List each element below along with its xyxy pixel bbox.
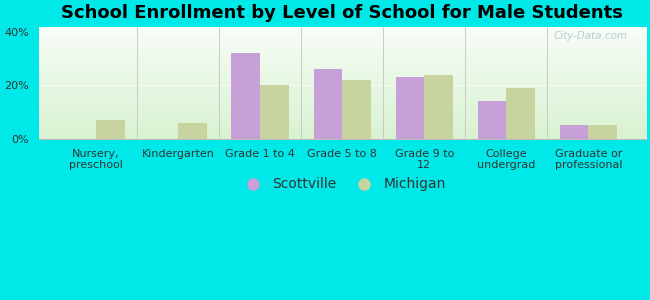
Bar bbox=[424, 75, 453, 139]
Bar bbox=[588, 125, 617, 139]
Bar bbox=[96, 120, 125, 139]
Bar bbox=[506, 88, 535, 139]
Bar bbox=[313, 69, 343, 139]
Bar bbox=[231, 53, 260, 139]
Bar bbox=[260, 85, 289, 139]
Text: City-Data.com: City-Data.com bbox=[554, 31, 628, 41]
Bar bbox=[478, 101, 506, 139]
Bar bbox=[560, 125, 588, 139]
Bar bbox=[396, 77, 424, 139]
Bar bbox=[343, 80, 371, 139]
Title: School Enrollment by Level of School for Male Students: School Enrollment by Level of School for… bbox=[61, 4, 623, 22]
Bar bbox=[178, 123, 207, 139]
Legend: Scottville, Michigan: Scottville, Michigan bbox=[233, 172, 451, 197]
